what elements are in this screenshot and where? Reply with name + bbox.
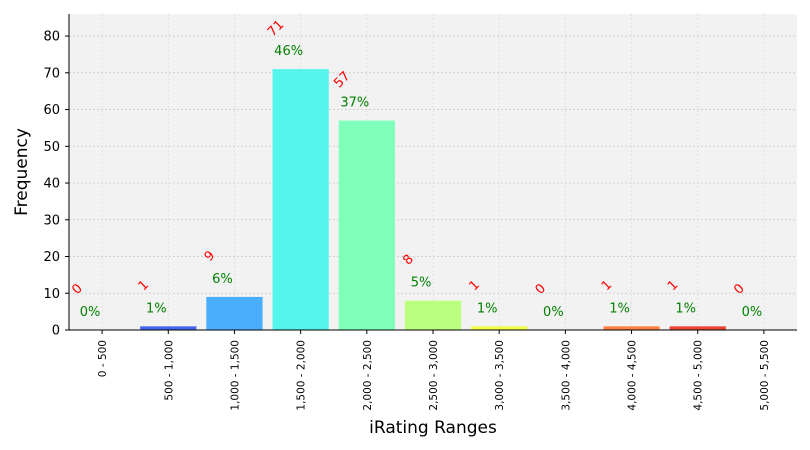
y-tick-label: 0 [52, 324, 60, 339]
x-axis-title: iRating Ranges [369, 418, 497, 438]
x-tick-label: 4,000 - 4,500 [627, 340, 639, 411]
x-tick-label: 2,500 - 3,000 [428, 340, 440, 411]
y-axis-ticks: 0 10 20 30 40 50 60 70 80 [43, 30, 69, 339]
y-tick-label: 30 [43, 213, 60, 228]
bar [140, 326, 197, 330]
x-tick-label: 5,000 - 5,500 [759, 340, 771, 411]
x-tick-label: 4,500 - 5,000 [693, 340, 705, 411]
y-tick-label: 40 [43, 177, 60, 192]
x-tick-label: 500 - 1,000 [163, 340, 175, 401]
bar [272, 69, 329, 331]
percent-label: 5% [411, 276, 432, 291]
percent-label: 0% [543, 305, 564, 320]
y-tick-label: 60 [43, 103, 60, 118]
x-tick-label: 1,500 - 2,000 [296, 340, 308, 411]
y-tick-label: 10 [43, 287, 60, 302]
y-tick-label: 80 [43, 30, 60, 45]
bar [603, 326, 660, 330]
bar [404, 300, 462, 330]
x-tick-label: 3,500 - 4,000 [560, 340, 572, 411]
percent-label: 1% [477, 301, 498, 316]
percent-label: 37% [340, 96, 369, 111]
x-tick-label: 2,000 - 2,500 [362, 340, 374, 411]
percent-label: 1% [675, 301, 696, 316]
bar [471, 326, 528, 330]
bar [206, 296, 263, 330]
percent-label: 1% [146, 301, 167, 316]
percent-label: 1% [609, 301, 630, 316]
y-tick-label: 20 [43, 250, 60, 265]
percent-label: 6% [212, 272, 233, 287]
y-tick-label: 70 [43, 66, 60, 81]
percent-label: 0% [80, 305, 101, 320]
y-axis-title: Frequency [12, 128, 32, 216]
y-tick-label: 50 [43, 140, 60, 155]
x-axis-ticks: 0 - 500 500 - 1,000 1,000 - 1,500 1,500 - 2… [97, 330, 771, 411]
x-tick-label: 3,000 - 3,500 [494, 340, 506, 411]
grid-lines [69, 14, 797, 331]
percent-label: 0% [742, 305, 763, 320]
bar [338, 120, 395, 330]
bars [140, 69, 726, 331]
bar [669, 326, 726, 330]
x-tick-label: 0 - 500 [97, 340, 109, 377]
percent-label: 46% [274, 44, 303, 59]
x-tick-label: 1,000 - 1,500 [229, 340, 241, 411]
